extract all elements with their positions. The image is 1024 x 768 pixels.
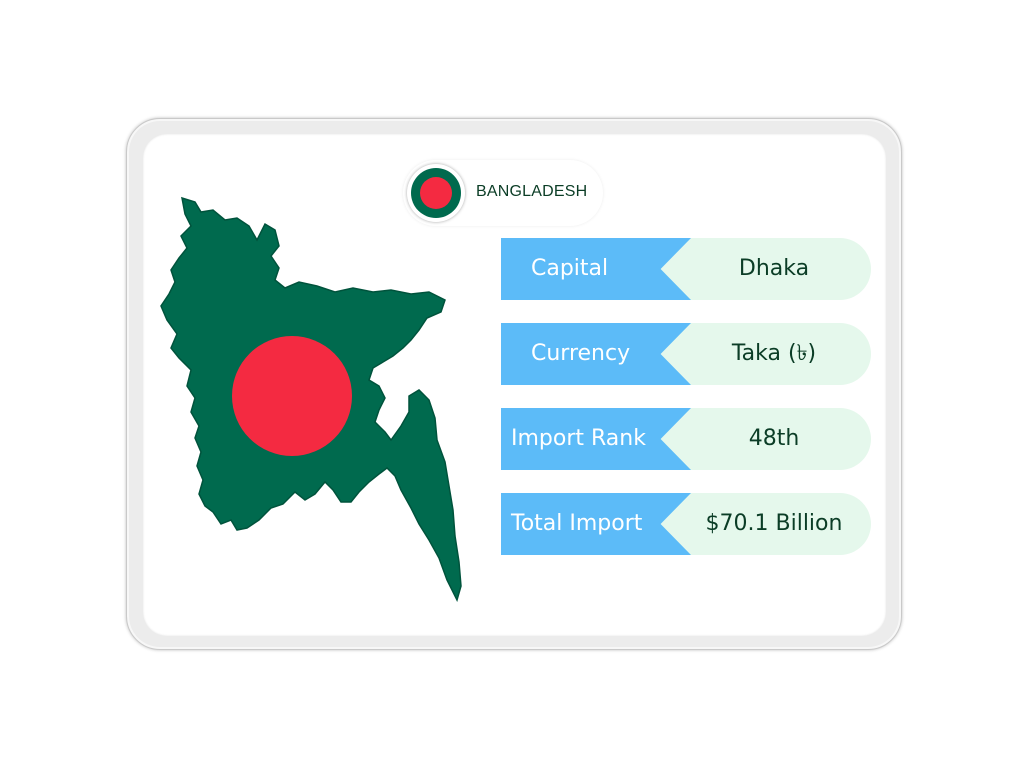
fact-value: 48th: [748, 426, 800, 451]
fact-value-bg: [651, 408, 871, 470]
country-name: BANGLADESH: [476, 183, 588, 200]
fact-value-bg: [651, 493, 871, 555]
fact-label-bg: [501, 408, 691, 470]
fact-row-capital: Capital Dhaka: [501, 238, 871, 300]
fact-label: Currency: [531, 341, 631, 366]
fact-value-bg: [651, 238, 871, 300]
map-red-disc: [232, 336, 352, 456]
fact-label: Capital: [531, 256, 609, 281]
fact-label-bg: [501, 323, 691, 385]
flag-red-disc: [420, 177, 452, 209]
fact-row-currency: Currency Taka (৳): [501, 323, 871, 385]
fact-label-bg: [501, 493, 691, 555]
bangladesh-flag-icon: [407, 164, 465, 222]
fact-value: Dhaka: [738, 256, 810, 281]
fact-value: $70.1 Billion: [705, 511, 843, 536]
bangladesh-map-icon: [160, 196, 462, 602]
fact-label: Import Rank: [511, 426, 646, 451]
fact-label: Total Import: [511, 511, 643, 536]
fact-label-bg: [501, 238, 691, 300]
fact-row-import-rank: Import Rank 48th: [501, 408, 871, 470]
fact-value: Taka (৳): [731, 341, 817, 366]
fact-value-bg: [651, 323, 871, 385]
fact-row-total-import: Total Import $70.1 Billion: [501, 493, 871, 555]
